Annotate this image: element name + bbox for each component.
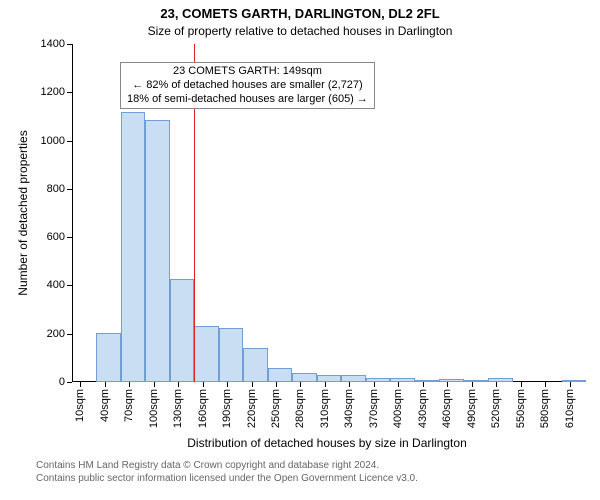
bar xyxy=(464,380,488,382)
bar xyxy=(194,326,218,382)
x-tick xyxy=(496,382,497,387)
footer-line2: Contains public sector information licen… xyxy=(36,473,600,486)
bar xyxy=(562,380,586,382)
x-tick xyxy=(154,382,155,387)
x-tick xyxy=(398,382,399,387)
chart-title: 23, COMETS GARTH, DARLINGTON, DL2 2FL xyxy=(0,6,600,21)
x-tick-label: 160sqm xyxy=(197,389,209,428)
callout-line1: 23 COMETS GARTH: 149sqm xyxy=(127,65,368,79)
bar xyxy=(268,368,292,382)
x-tick-label: 340sqm xyxy=(343,389,355,428)
y-tick-label: 400 xyxy=(47,279,72,291)
bar xyxy=(439,379,463,382)
callout-line2: ← 82% of detached houses are smaller (2,… xyxy=(127,79,368,93)
x-tick xyxy=(545,382,546,387)
bar xyxy=(96,333,120,382)
plot-area: 0200400600800100012001400 10sqm40sqm70sq… xyxy=(72,44,582,382)
x-tick-label: 370sqm xyxy=(368,389,380,428)
bar xyxy=(145,120,169,382)
bar xyxy=(170,279,194,382)
x-tick-label: 100sqm xyxy=(148,389,160,428)
x-tick xyxy=(129,382,130,387)
x-tick-label: 460sqm xyxy=(441,389,453,428)
x-tick xyxy=(423,382,424,387)
x-tick-label: 580sqm xyxy=(539,389,551,428)
bar xyxy=(488,378,512,382)
x-tick xyxy=(178,382,179,387)
bar xyxy=(415,380,439,382)
x-tick xyxy=(80,382,81,387)
x-tick-label: 40sqm xyxy=(99,389,111,422)
y-tick-label: 800 xyxy=(47,183,72,195)
footer-line1: Contains HM Land Registry data © Crown c… xyxy=(36,460,600,473)
y-tick-label: 1000 xyxy=(41,135,72,147)
x-tick-label: 400sqm xyxy=(392,389,404,428)
x-tick xyxy=(570,382,571,387)
y-tick-label: 200 xyxy=(47,328,72,340)
bar xyxy=(341,375,365,382)
chart-container: { "title": "23, COMETS GARTH, DARLINGTON… xyxy=(0,0,600,500)
x-tick xyxy=(105,382,106,387)
y-tick-label: 0 xyxy=(59,376,72,388)
x-tick-label: 250sqm xyxy=(270,389,282,428)
x-tick-label: 310sqm xyxy=(319,389,331,428)
footer-credits: Contains HM Land Registry data © Crown c… xyxy=(0,460,600,485)
x-axis-label: Distribution of detached houses by size … xyxy=(72,436,582,450)
bar xyxy=(219,328,243,382)
x-tick-label: 280sqm xyxy=(294,389,306,428)
x-tick-label: 520sqm xyxy=(490,389,502,428)
x-tick-label: 10sqm xyxy=(74,389,86,422)
x-tick-label: 220sqm xyxy=(246,389,258,428)
x-tick xyxy=(203,382,204,387)
x-tick-label: 490sqm xyxy=(466,389,478,428)
x-tick xyxy=(447,382,448,387)
x-tick-label: 70sqm xyxy=(123,389,135,422)
x-tick-label: 430sqm xyxy=(417,389,429,428)
bar xyxy=(292,373,316,382)
bar xyxy=(243,348,267,382)
y-tick-label: 1400 xyxy=(41,38,72,50)
callout-line3: 18% of semi-detached houses are larger (… xyxy=(127,93,368,107)
y-axis-label: Number of detached properties xyxy=(16,130,30,295)
chart-subtitle: Size of property relative to detached ho… xyxy=(0,24,600,38)
y-tick-label: 1200 xyxy=(41,86,72,98)
y-tick-label: 600 xyxy=(47,231,72,243)
x-tick-label: 610sqm xyxy=(564,389,576,428)
x-tick xyxy=(252,382,253,387)
x-tick xyxy=(276,382,277,387)
callout-box: 23 COMETS GARTH: 149sqm ← 82% of detache… xyxy=(120,62,375,109)
x-tick xyxy=(325,382,326,387)
x-tick xyxy=(521,382,522,387)
x-tick xyxy=(300,382,301,387)
bar xyxy=(390,378,414,382)
x-tick xyxy=(227,382,228,387)
x-tick xyxy=(374,382,375,387)
x-tick-label: 190sqm xyxy=(221,389,233,428)
x-tick xyxy=(472,382,473,387)
x-tick-label: 130sqm xyxy=(172,389,184,428)
bar xyxy=(121,112,145,382)
x-tick-label: 550sqm xyxy=(515,389,527,428)
bar xyxy=(366,378,390,382)
bar xyxy=(317,375,341,382)
x-tick xyxy=(349,382,350,387)
